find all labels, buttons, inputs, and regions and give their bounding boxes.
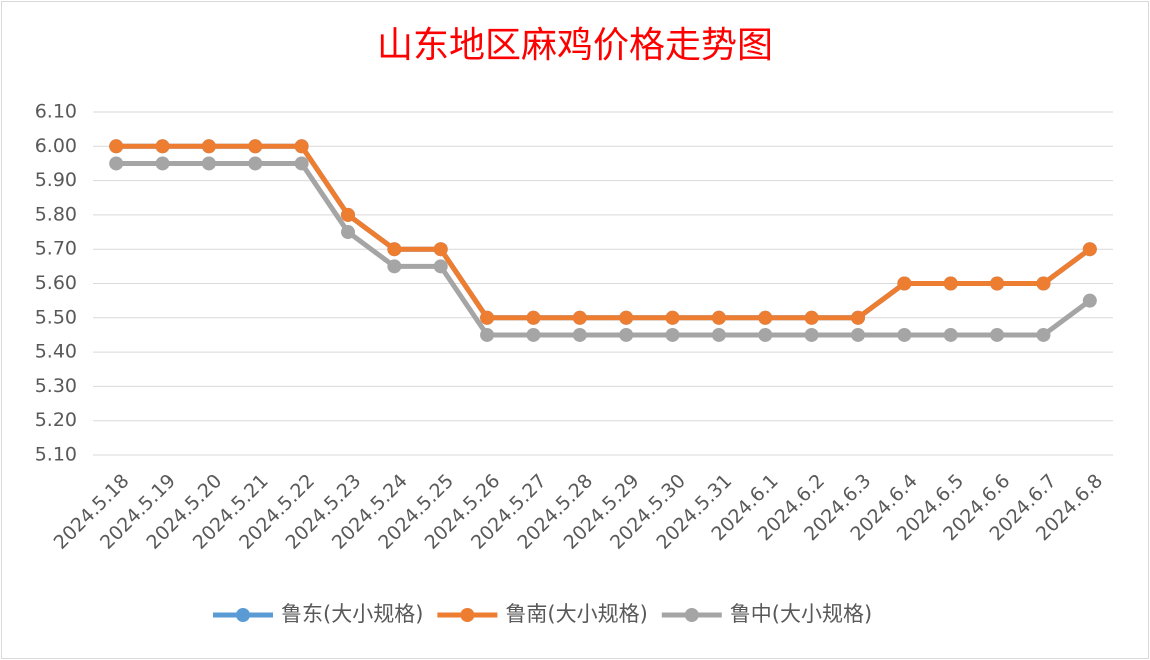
y-tick-label: 5.10 bbox=[35, 444, 77, 466]
point bbox=[480, 327, 495, 342]
point bbox=[294, 156, 309, 171]
point bbox=[943, 327, 958, 342]
y-tick-label: 5.80 bbox=[35, 203, 77, 225]
point bbox=[433, 242, 448, 257]
legend-marker bbox=[460, 608, 475, 622]
point bbox=[851, 310, 865, 325]
point bbox=[109, 139, 124, 154]
legend-label: 鲁东(大小规格) bbox=[281, 602, 423, 626]
point bbox=[294, 139, 309, 154]
point bbox=[526, 327, 541, 342]
y-tick-label: 5.30 bbox=[35, 375, 77, 397]
point bbox=[804, 310, 819, 325]
point bbox=[711, 327, 726, 342]
point bbox=[711, 310, 726, 325]
point bbox=[341, 207, 355, 222]
y-tick-label: 5.40 bbox=[35, 341, 77, 363]
point bbox=[943, 276, 958, 291]
point bbox=[990, 276, 1005, 291]
point bbox=[804, 327, 819, 342]
point bbox=[155, 156, 170, 171]
point bbox=[341, 225, 355, 240]
y-tick-label: 6.00 bbox=[35, 135, 77, 157]
point bbox=[990, 327, 1005, 342]
point bbox=[201, 139, 216, 154]
point bbox=[572, 327, 587, 342]
y-tick-label: 5.70 bbox=[35, 238, 77, 260]
point bbox=[248, 139, 263, 154]
legend-label: 鲁中(大小规格) bbox=[730, 602, 872, 626]
point bbox=[665, 310, 680, 325]
point bbox=[619, 310, 634, 325]
point bbox=[758, 310, 773, 325]
point bbox=[758, 327, 773, 342]
y-tick-label: 5.60 bbox=[35, 272, 77, 294]
point bbox=[1036, 276, 1051, 291]
point bbox=[897, 327, 912, 342]
point bbox=[155, 139, 170, 154]
point bbox=[387, 259, 402, 274]
point bbox=[480, 310, 495, 325]
y-tick-label: 5.20 bbox=[35, 409, 77, 431]
y-tick-label: 5.90 bbox=[35, 169, 77, 191]
series-line bbox=[116, 160, 1092, 338]
point bbox=[109, 156, 124, 171]
chart-title: 山东地区麻鸡价格走势图 bbox=[377, 25, 773, 66]
point bbox=[526, 310, 541, 325]
point bbox=[1082, 242, 1097, 257]
legend-marker bbox=[684, 608, 699, 622]
point bbox=[387, 242, 402, 257]
point bbox=[201, 156, 216, 171]
point bbox=[433, 259, 448, 274]
point bbox=[572, 310, 587, 325]
legend-label: 鲁南(大小规格) bbox=[505, 602, 647, 626]
y-tick-label: 5.50 bbox=[35, 306, 77, 328]
legend-marker bbox=[236, 608, 250, 622]
point bbox=[897, 276, 912, 291]
series-line bbox=[116, 143, 1092, 321]
point bbox=[665, 327, 680, 342]
point bbox=[619, 327, 634, 342]
point bbox=[1036, 327, 1051, 342]
point bbox=[851, 327, 865, 342]
point bbox=[248, 156, 263, 171]
y-tick-label: 6.10 bbox=[35, 101, 77, 123]
point bbox=[1082, 293, 1097, 308]
